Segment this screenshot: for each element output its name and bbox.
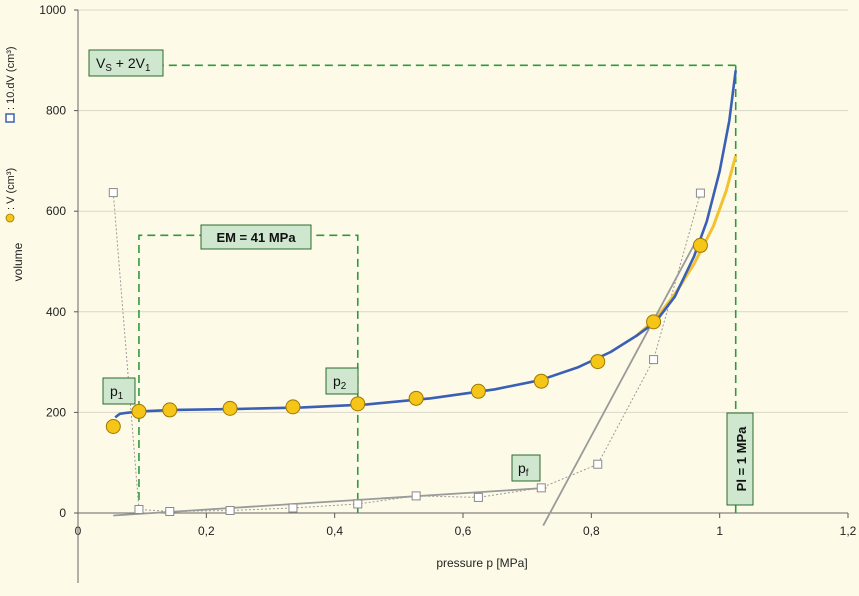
y-legend-dv: : 10.dV (cm³)	[5, 46, 17, 123]
dv-point-6	[411, 491, 421, 501]
pf-label-text: pf	[518, 460, 529, 479]
dv-point-5	[353, 499, 363, 509]
p2-label-text: p2	[333, 373, 346, 392]
em-label-box	[200, 224, 312, 250]
vs-label-box	[88, 49, 164, 77]
v-point-2	[162, 402, 178, 418]
series-marks	[105, 188, 708, 516]
y-tick-label-1: 200	[46, 405, 66, 419]
dv-point-11	[695, 188, 705, 198]
plot-area	[78, 10, 848, 513]
v-point-9	[590, 354, 606, 370]
v-point-7	[470, 383, 486, 399]
x-tick-label-4: 0,8	[583, 524, 600, 538]
pf-label-box	[511, 454, 541, 482]
v-point-8	[533, 373, 549, 389]
pl-label-text: Pl = 1 MPa	[734, 426, 749, 491]
y-legend-v: : V (cm³)	[5, 168, 17, 223]
y-tick-label-2: 400	[46, 305, 66, 319]
v-point-5	[350, 396, 366, 412]
dv-point-2	[165, 506, 175, 516]
p2-label-box	[325, 367, 359, 395]
dv-point-4	[288, 503, 298, 513]
x-tick-label-3: 0,6	[455, 524, 472, 538]
v-point-6	[408, 390, 424, 406]
dv-point-8	[536, 483, 546, 493]
v-point-3	[222, 400, 238, 416]
v-point-10	[646, 314, 662, 330]
pl-label-box	[726, 412, 754, 506]
y-tick-label-3: 600	[46, 204, 66, 218]
y-tick-label-4: 800	[46, 104, 66, 118]
dv-point-7	[473, 492, 483, 502]
v-point-4	[285, 399, 301, 415]
x-tick-label-1: 0,2	[198, 524, 215, 538]
annotations: VS + 2V1 EM = 41 MPa p1 p2 pf Pl = 1 MPa	[88, 49, 754, 506]
x-tick-label-5: 1	[716, 524, 723, 538]
em-label-text: EM = 41 MPa	[216, 230, 296, 245]
y-axis-label: volume	[11, 242, 25, 281]
p1-label-box	[102, 377, 136, 405]
x-tick-label-6: 1,2	[840, 524, 857, 538]
v-point-1	[131, 403, 147, 419]
v-point-0	[105, 418, 121, 434]
dv-point-3	[225, 505, 235, 515]
x-tick-label-2: 0,4	[326, 524, 343, 538]
dv-point-0	[108, 188, 118, 198]
y-tick-label-5: 1000	[39, 3, 66, 17]
dv-point-10	[649, 355, 659, 365]
y-tick-label-0: 0	[59, 506, 66, 520]
axes: 0200400600800100000,20,40,60,811,2	[39, 3, 857, 583]
x-axis-label: pressure p [MPa]	[436, 556, 527, 570]
v-point-11	[692, 237, 708, 253]
tangent-high-line	[542, 238, 699, 527]
legend-dv-label: : 10.dV (cm³)	[5, 46, 17, 110]
p1-label-text: p1	[110, 383, 123, 402]
legend-dv-marker	[5, 113, 15, 123]
legend-v-marker	[5, 213, 15, 223]
dv-point-1	[134, 504, 144, 514]
legend-v-label: : V (cm³)	[5, 168, 17, 210]
vs-label-text: VS + 2V1	[96, 55, 150, 74]
guides	[90, 64, 737, 513]
dv-point-9	[593, 459, 603, 469]
